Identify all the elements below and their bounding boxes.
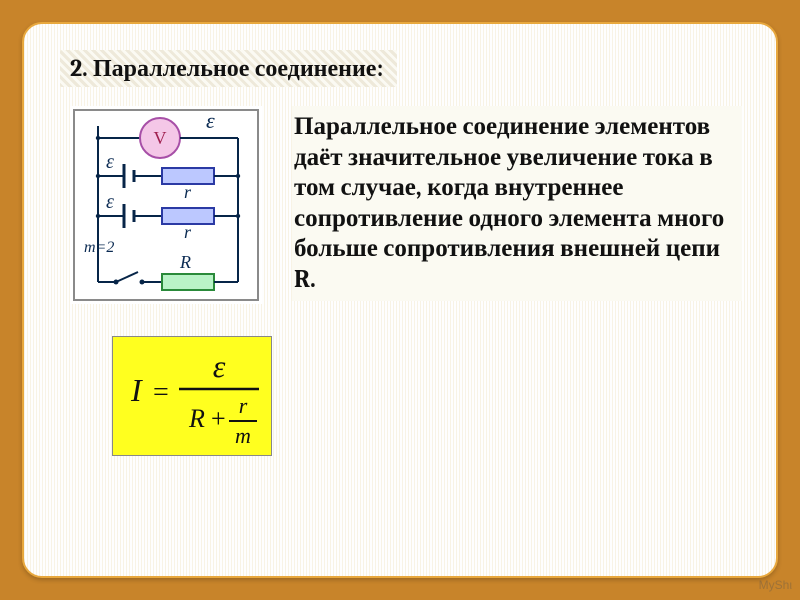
formula-lhs: I — [130, 372, 143, 408]
formula-box: I = ε R + r m — [112, 336, 272, 456]
emf-top-label: ε — [206, 108, 215, 133]
heading-text: 2. Параллельное соединение: — [70, 54, 383, 82]
cell1-label: ε — [106, 151, 114, 173]
m-count-label: m=2 — [84, 239, 114, 256]
slide-frame: 2. Параллельное соединение: V ε ε r — [22, 22, 778, 578]
body-paragraph: Параллельное соединение элементов даёт з… — [292, 106, 742, 301]
formula-m: m — [235, 423, 251, 448]
heading-box: 2. Параллельное соединение: — [60, 50, 397, 87]
svg-text:+: + — [211, 404, 226, 433]
watermark: MyShι — [759, 578, 792, 592]
voltmeter-label: V — [154, 128, 167, 148]
cell2-label: ε — [106, 191, 114, 213]
body-text: Параллельное соединение элементов даёт з… — [294, 112, 724, 294]
circuit-diagram: V ε ε r ε r m=2 — [70, 106, 262, 304]
R-label: R — [179, 252, 191, 272]
formula-r: r — [239, 393, 248, 418]
r-label-1: r — [184, 182, 192, 202]
r-label-2: r — [184, 222, 192, 242]
svg-text:=: = — [153, 377, 169, 408]
formula-R: R — [188, 404, 205, 433]
formula-numerator: ε — [213, 348, 226, 384]
resistor-R — [162, 274, 214, 290]
